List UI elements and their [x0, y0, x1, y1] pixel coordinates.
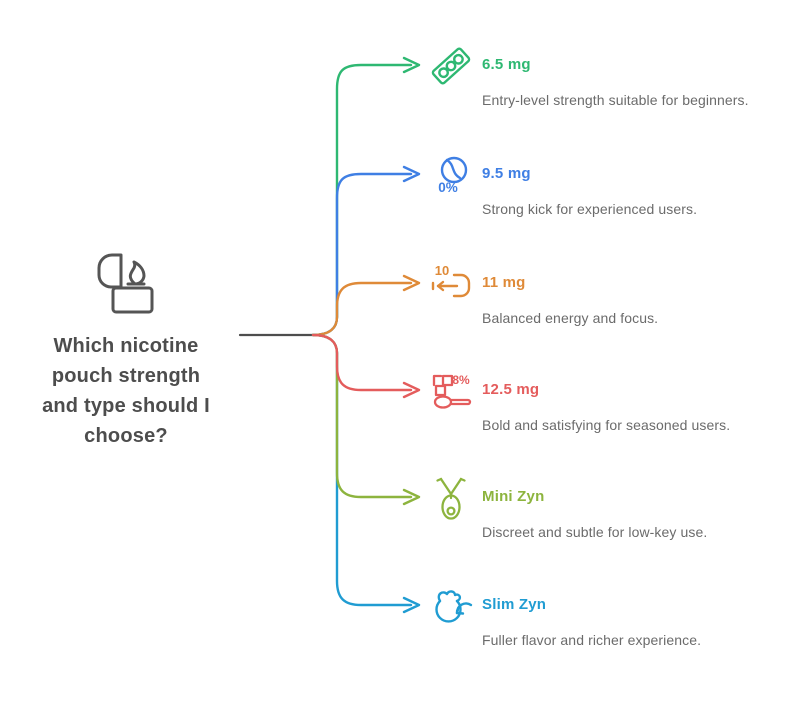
- branch-arrowhead-4: [402, 488, 421, 506]
- branch-label: 11 mg: [482, 274, 526, 291]
- center-question-title: Which nicotine pouch strength and type s…: [42, 335, 210, 447]
- svg-text:10: 10: [435, 263, 449, 278]
- branch-9-5-mg: 0% 9.5 mg Strong kick for experienced us…: [426, 150, 782, 232]
- svg-text:0%: 0%: [438, 180, 458, 195]
- branch-description: Fuller flavor and richer experience.: [482, 632, 702, 648]
- branch-label: Slim Zyn: [482, 596, 547, 613]
- branch-curve-0: [311, 63, 413, 337]
- branch-arrowhead-3: [402, 381, 421, 399]
- branch-description: Entry-level strength suitable for beginn…: [482, 92, 749, 108]
- branch-label: 6.5 mg: [482, 56, 531, 73]
- svg-text:8%: 8%: [452, 373, 470, 387]
- pouch-bag-refresh-icon: [426, 581, 476, 631]
- replay-10-icon: 10: [426, 259, 476, 309]
- branch-curve-2: [311, 281, 413, 337]
- branch-curve-5: [311, 333, 413, 607]
- branch-label: Mini Zyn: [482, 488, 545, 505]
- branch-12-5-mg: 8% 12.5 mg Bold and satisfying for seaso…: [426, 366, 782, 448]
- branch-arrowhead-2: [402, 274, 421, 292]
- branch-curve-4: [311, 333, 413, 499]
- lighter-icon: [95, 250, 159, 319]
- branch-arrowhead-1: [402, 165, 421, 183]
- branch-slim-zyn: Slim Zyn Fuller flavor and richer experi…: [426, 581, 782, 663]
- branch-description: Balanced energy and focus.: [482, 310, 659, 326]
- decaf-coffee-bean-icon: 0%: [426, 150, 476, 200]
- pendant-icon: [426, 473, 476, 523]
- branch-description: Bold and satisfying for seasoned users.: [482, 417, 731, 433]
- branch-curve-3: [311, 333, 413, 392]
- sugar-spoon-icon: 8%: [426, 366, 476, 416]
- branch-arrowhead-0: [402, 56, 421, 74]
- branch-11-mg: 10 11 mg Balanced energy and focus.: [426, 259, 782, 341]
- branch-curve-1: [311, 172, 413, 337]
- branch-mini-zyn: Mini Zyn Discreet and subtle for low-key…: [426, 473, 782, 555]
- banknote-icon: [426, 41, 476, 91]
- branch-description: Discreet and subtle for low-key use.: [482, 524, 708, 540]
- branch-6-5-mg: 6.5 mg Entry-level strength suitable for…: [426, 41, 782, 123]
- branch-label: 9.5 mg: [482, 165, 531, 182]
- branch-arrowhead-5: [402, 596, 421, 614]
- branch-label: 12.5 mg: [482, 381, 540, 398]
- branch-description: Strong kick for experienced users.: [482, 201, 698, 217]
